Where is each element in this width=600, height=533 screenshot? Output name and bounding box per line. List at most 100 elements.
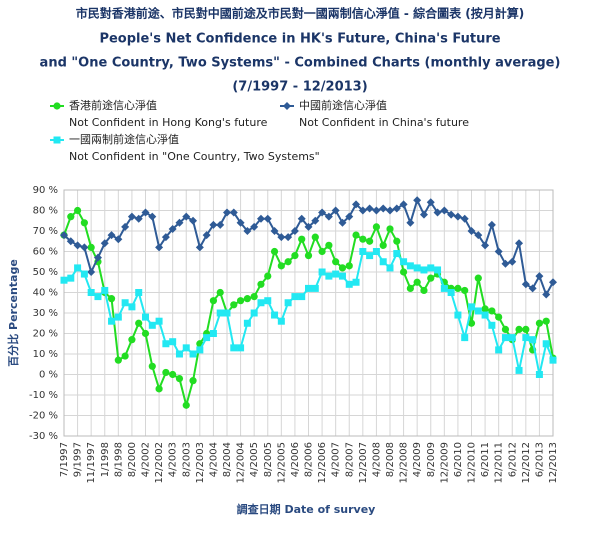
point <box>209 220 218 229</box>
point <box>284 233 293 242</box>
point <box>379 204 388 213</box>
point <box>175 218 184 227</box>
point <box>216 309 224 317</box>
point <box>250 222 259 231</box>
point <box>237 344 245 352</box>
point <box>107 295 116 303</box>
point <box>101 286 109 294</box>
point <box>474 307 482 315</box>
y-tick-label: 80 % <box>33 206 58 217</box>
point <box>352 200 361 209</box>
point <box>467 319 476 327</box>
x-tick-label: 8/2004 <box>222 442 233 477</box>
point <box>60 276 68 284</box>
x-tick-label: 12/2008 <box>399 442 410 484</box>
point <box>263 214 272 223</box>
point <box>250 309 258 317</box>
point <box>358 206 367 215</box>
y-tick-label: 40 % <box>33 288 58 299</box>
legend-description: Not Confident in China's future <box>299 116 469 129</box>
point <box>243 227 252 235</box>
point <box>114 235 123 244</box>
point <box>359 248 367 255</box>
point <box>522 334 530 342</box>
point <box>257 299 265 307</box>
point <box>195 243 204 252</box>
point <box>182 344 190 352</box>
point <box>169 370 177 379</box>
plot-border <box>63 189 554 437</box>
point <box>121 222 130 231</box>
point <box>236 297 245 305</box>
point <box>427 264 435 272</box>
point <box>447 289 455 296</box>
point <box>440 206 449 215</box>
point <box>148 321 156 329</box>
point <box>230 301 238 309</box>
point <box>399 268 408 276</box>
x-tick-label: 4/2005 <box>249 442 260 477</box>
x-tick-label: 11/1997 <box>86 442 97 484</box>
point <box>121 299 129 307</box>
point <box>114 313 122 321</box>
point <box>257 280 265 288</box>
point <box>169 338 177 346</box>
x-tick-label: 7/1997 <box>59 442 70 477</box>
point <box>501 259 510 268</box>
y-tick-label: 60 % <box>33 247 58 258</box>
point <box>549 356 557 364</box>
point <box>127 212 136 221</box>
point <box>332 270 340 278</box>
point <box>372 248 380 255</box>
point <box>203 334 211 342</box>
point <box>87 243 95 251</box>
y-tick-label: -20 % <box>29 411 58 422</box>
legend-label: 香港前途信心淨值 <box>69 98 157 112</box>
x-tick-label: 4/2002 <box>141 442 152 477</box>
x-tick-label: 12/2012 <box>521 442 532 484</box>
point <box>393 237 401 245</box>
point <box>161 233 170 242</box>
point <box>542 340 550 348</box>
point <box>474 231 483 240</box>
x-tick-label: 8/2007 <box>344 442 355 477</box>
point <box>515 366 523 374</box>
point <box>175 375 184 383</box>
point <box>67 213 75 221</box>
point <box>427 274 435 282</box>
point <box>352 278 360 286</box>
point <box>162 368 170 377</box>
point <box>352 231 360 239</box>
x-tick-label: 8/2008 <box>385 442 396 477</box>
point <box>461 286 469 295</box>
point <box>277 233 286 242</box>
point <box>291 293 299 301</box>
point <box>196 346 204 354</box>
x-tick-label: 12/2009 <box>439 442 450 484</box>
point <box>535 371 543 378</box>
point <box>311 216 320 225</box>
point <box>338 272 346 280</box>
x-tick-label: 8/2000 <box>127 442 138 477</box>
point <box>155 317 163 325</box>
point <box>108 317 116 325</box>
point <box>393 250 401 258</box>
point <box>60 231 68 240</box>
point <box>175 350 183 358</box>
point <box>318 268 326 276</box>
point <box>419 210 428 219</box>
point <box>223 208 231 217</box>
point <box>379 241 387 249</box>
point <box>291 252 299 260</box>
y-tick-label: -30 % <box>29 431 58 442</box>
x-tick-label: 12/2005 <box>276 442 287 484</box>
point <box>155 243 164 252</box>
x-tick-label: 12/2006 <box>317 442 328 484</box>
x-tick-label: 12/2010 <box>467 442 478 484</box>
point <box>311 284 319 292</box>
point <box>270 227 279 235</box>
point <box>168 224 177 233</box>
point <box>488 321 496 329</box>
point <box>264 297 272 305</box>
